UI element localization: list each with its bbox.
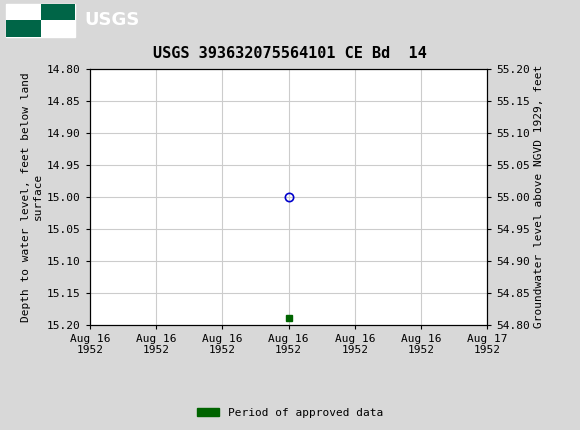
FancyBboxPatch shape bbox=[6, 20, 41, 37]
Text: USGS: USGS bbox=[84, 12, 139, 29]
Y-axis label: Depth to water level, feet below land
surface: Depth to water level, feet below land su… bbox=[21, 72, 43, 322]
FancyBboxPatch shape bbox=[41, 20, 75, 37]
Text: USGS 393632075564101 CE Bd  14: USGS 393632075564101 CE Bd 14 bbox=[153, 46, 427, 61]
FancyBboxPatch shape bbox=[41, 4, 75, 20]
Legend: Period of approved data: Period of approved data bbox=[193, 403, 387, 422]
Y-axis label: Groundwater level above NGVD 1929, feet: Groundwater level above NGVD 1929, feet bbox=[534, 65, 544, 329]
FancyBboxPatch shape bbox=[6, 4, 41, 20]
FancyBboxPatch shape bbox=[6, 4, 75, 37]
